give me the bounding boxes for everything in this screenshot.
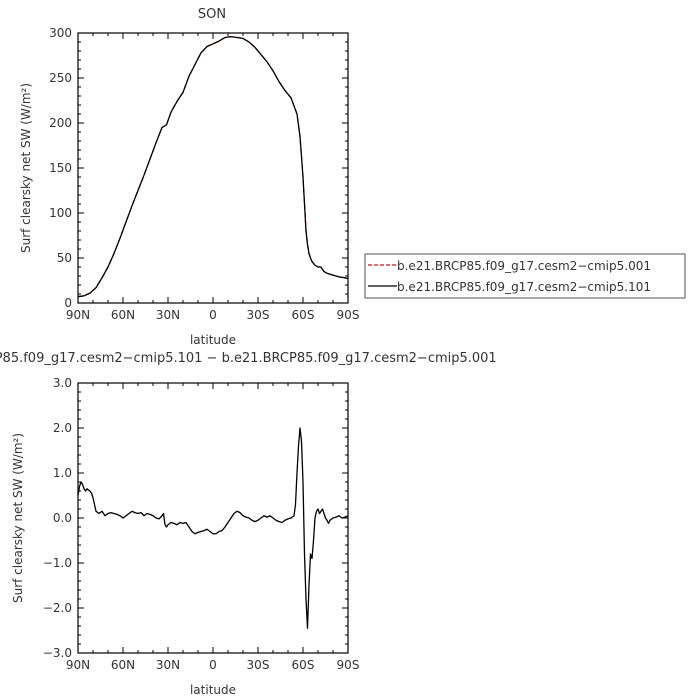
top-y-tick-label: 0 [64, 296, 72, 310]
bottom-series-line-0 [77, 427, 349, 629]
bottom-y-tick-label: 3.0 [53, 376, 72, 390]
top-series-line-0 [77, 35, 349, 298]
bottom-x-tick-label: 60N [111, 658, 135, 672]
bottom-axis-ticks [77, 382, 349, 654]
top-plot-frame [77, 32, 349, 304]
legend: b.e21.BRCP85.f09_g17.cesm2−cmip5.001 b.e… [364, 253, 686, 299]
legend-box [364, 253, 686, 299]
top-x-tick-label: 30N [156, 308, 180, 322]
bottom-y-tick-label: 2.0 [53, 421, 72, 435]
bottom-x-tick-label: 0 [209, 658, 217, 672]
top-x-tick-label: 90S [337, 308, 360, 322]
bottom-y-tick-label: −3.0 [43, 646, 72, 660]
top-x-tick-labels: 90N 60N 30N 0 30S 60S 90S [66, 308, 360, 322]
legend-label-001: b.e21.BRCP85.f09_g17.cesm2−cmip5.001 [397, 259, 651, 273]
bottom-chart-title: b.e21.BRCP85.f09_g17.cesm2−cmip5.101 − b… [0, 351, 497, 366]
top-axis-ticks [77, 32, 349, 304]
bottom-y-tick-labels: −3.0 −2.0 −1.0 0.0 1.0 2.0 3.0 [43, 376, 72, 660]
top-series-line-1 [77, 35, 349, 298]
bottom-x-tick-labels: 90N 60N 30N 0 30S 60S 90S [66, 658, 360, 672]
bottom-y-tick-label: −1.0 [43, 556, 72, 570]
top-panel: SON 90N 60N 30N 0 30S 60S 90S 0 50 100 150 200 250 3… [19, 7, 359, 347]
bottom-x-tick-label: 60S [292, 658, 315, 672]
top-x-axis-label: latitude [190, 333, 236, 347]
bottom-x-tick-label: 90S [337, 658, 360, 672]
bottom-x-tick-label: 90N [66, 658, 90, 672]
bottom-x-tick-label: 30N [156, 658, 180, 672]
legend-label-101: b.e21.BRCP85.f09_g17.cesm2−cmip5.101 [397, 280, 651, 294]
top-x-tick-label: 30S [247, 308, 270, 322]
bottom-y-tick-label: 1.0 [53, 466, 72, 480]
top-series-group [77, 35, 349, 298]
bottom-x-tick-label: 30S [247, 658, 270, 672]
top-y-tick-label: 100 [49, 206, 72, 220]
top-y-axis-label: Surf clearsky net SW (W/m²) [19, 83, 33, 253]
top-y-tick-label: 200 [49, 116, 72, 130]
top-y-tick-label: 300 [49, 26, 72, 40]
top-x-tick-label: 90N [66, 308, 90, 322]
top-x-tick-label: 0 [209, 308, 217, 322]
top-x-tick-label: 60S [292, 308, 315, 322]
top-y-tick-label: 50 [57, 251, 72, 265]
bottom-y-tick-label: −2.0 [43, 601, 72, 615]
bottom-panel: b.e21.BRCP85.f09_g17.cesm2−cmip5.101 − b… [0, 351, 497, 697]
top-y-tick-labels: 0 50 100 150 200 250 300 [49, 26, 72, 310]
bottom-x-axis-label: latitude [190, 683, 236, 697]
top-y-tick-label: 150 [49, 161, 72, 175]
top-x-tick-label: 60N [111, 308, 135, 322]
bottom-y-axis-label: Surf clearsky net SW (W/m²) [11, 433, 25, 603]
bottom-y-tick-label: 0.0 [53, 511, 72, 525]
top-y-tick-label: 250 [49, 71, 72, 85]
top-chart-title: SON [198, 7, 226, 22]
bottom-series-group [77, 427, 349, 629]
